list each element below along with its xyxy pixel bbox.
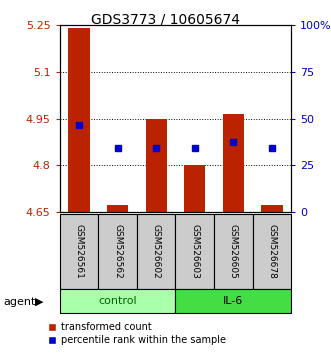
Legend: transformed count, percentile rank within the sample: transformed count, percentile rank withi… — [45, 319, 230, 349]
Text: IL-6: IL-6 — [223, 296, 244, 306]
Bar — [214, 214, 253, 289]
Bar — [175, 214, 214, 289]
Text: GSM526562: GSM526562 — [113, 224, 122, 279]
Bar — [223, 114, 244, 212]
Text: GSM526602: GSM526602 — [152, 224, 161, 279]
Text: control: control — [98, 296, 137, 306]
Bar — [146, 119, 167, 212]
Text: GSM526678: GSM526678 — [267, 224, 276, 279]
Bar — [68, 28, 89, 212]
Bar — [184, 166, 205, 212]
Bar — [107, 205, 128, 212]
Text: GDS3773 / 10605674: GDS3773 / 10605674 — [91, 12, 240, 27]
Bar — [253, 214, 291, 289]
Bar — [175, 289, 291, 313]
Bar — [60, 289, 175, 313]
Bar — [98, 214, 137, 289]
Text: ▶: ▶ — [35, 297, 43, 307]
Text: GSM526605: GSM526605 — [229, 224, 238, 279]
Text: GSM526603: GSM526603 — [190, 224, 199, 279]
Text: agent: agent — [3, 297, 36, 307]
Bar — [137, 214, 175, 289]
Bar — [60, 214, 98, 289]
Text: GSM526561: GSM526561 — [74, 224, 83, 279]
Bar — [261, 205, 283, 212]
